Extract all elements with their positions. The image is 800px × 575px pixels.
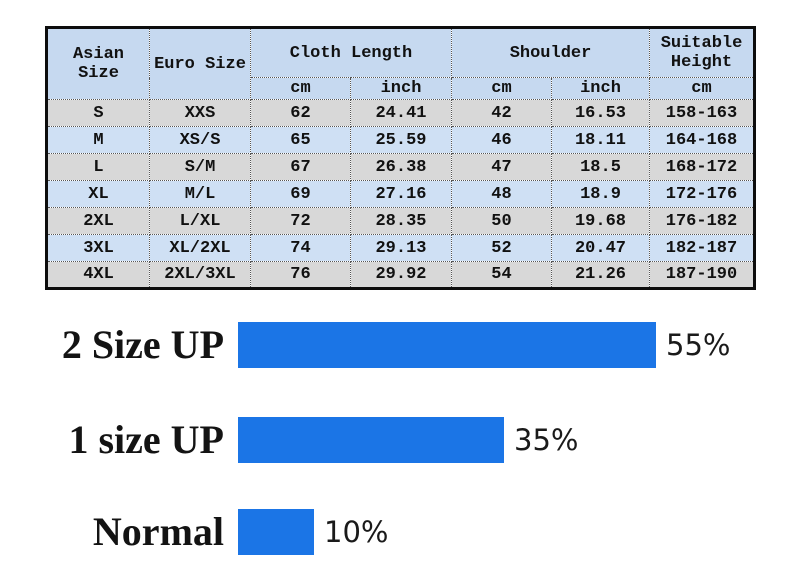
table-cell: M [46, 126, 150, 154]
table-cell: L/XL [149, 207, 251, 235]
table-cell: 168-172 [649, 153, 755, 181]
table-cell: 48 [451, 180, 552, 208]
table-cell: 3XL [46, 234, 150, 262]
bar-value-label: 35% [514, 423, 579, 457]
table-cell: 18.5 [551, 153, 650, 181]
bar-label: 1 size UP [68, 417, 224, 462]
bar-2-size-up [238, 322, 656, 368]
header-cloth-length: Cloth Length [250, 27, 452, 78]
table-cell: 50 [451, 207, 552, 235]
table-cell: 172-176 [649, 180, 755, 208]
table-cell: 26.38 [350, 153, 452, 181]
table-cell: 19.68 [551, 207, 650, 235]
table-cell: 72 [250, 207, 351, 235]
table-cell: 76 [250, 261, 351, 289]
table-cell: 52 [451, 234, 552, 262]
header-shoulder: Shoulder [451, 27, 650, 78]
header-euro-size: Euro Size [149, 27, 251, 100]
table-cell: XXS [149, 99, 251, 127]
chart-row-normal: Normal 10% [0, 509, 388, 555]
table-cell: 187-190 [649, 261, 755, 289]
table-cell: 21.26 [551, 261, 650, 289]
table-cell: 46 [451, 126, 552, 154]
table-cell: XL/2XL [149, 234, 251, 262]
table-header-row: Asian Size Euro Size Cloth Length Should… [46, 27, 755, 100]
table-row: S XXS 62 24.41 42 16.53 158-163 [46, 99, 755, 127]
table-cell: 69 [250, 180, 351, 208]
table-row: L S/M 67 26.38 47 18.5 168-172 [46, 153, 755, 181]
table-cell: XL [46, 180, 150, 208]
table-cell: L [46, 153, 150, 181]
table-cell: M/L [149, 180, 251, 208]
table-row: M XS/S 65 25.59 46 18.11 164-168 [46, 126, 755, 154]
bar-value-label: 10% [324, 515, 389, 549]
chart-row-1-size-up: 1 size UP 35% [0, 417, 578, 463]
table-cell: 67 [250, 153, 351, 181]
unit-height-cm: cm [649, 77, 755, 100]
bar-label: Normal [92, 509, 224, 554]
table-cell: 182-187 [649, 234, 755, 262]
table-cell: 42 [451, 99, 552, 127]
unit-cloth-cm: cm [250, 77, 351, 100]
header-suitable-height: Suitable Height [649, 27, 755, 78]
table-cell: 4XL [46, 261, 150, 289]
size-table: Asian Size Euro Size Cloth Length Should… [45, 26, 756, 290]
table-cell: S [46, 99, 150, 127]
table-cell: 20.47 [551, 234, 650, 262]
table-cell: 29.13 [350, 234, 452, 262]
bar-1-size-up [238, 417, 504, 463]
table-row: 2XL L/XL 72 28.35 50 19.68 176-182 [46, 207, 755, 235]
table-cell: XS/S [149, 126, 251, 154]
table-cell: 54 [451, 261, 552, 289]
table-row: 4XL 2XL/3XL 76 29.92 54 21.26 187-190 [46, 261, 755, 289]
table-cell: 28.35 [350, 207, 452, 235]
bar-value-label: 55% [666, 328, 731, 362]
table-cell: 18.11 [551, 126, 650, 154]
table-cell: 74 [250, 234, 351, 262]
bar-label: 2 Size UP [61, 322, 224, 367]
table-cell: 2XL/3XL [149, 261, 251, 289]
header-asian-size: Asian Size [46, 27, 150, 100]
table-cell: 176-182 [649, 207, 755, 235]
table-cell: 47 [451, 153, 552, 181]
table-units-row: cm inch cm inch cm [47, 77, 755, 100]
table-cell: S/M [149, 153, 251, 181]
bar-normal [238, 509, 314, 555]
unit-shoulder-inch: inch [551, 77, 650, 100]
table-cell: 18.9 [551, 180, 650, 208]
unit-cloth-inch: inch [350, 77, 452, 100]
table-cell: 2XL [46, 207, 150, 235]
table-cell: 62 [250, 99, 351, 127]
table-cell: 158-163 [649, 99, 755, 127]
table-cell: 65 [250, 126, 351, 154]
table-cell: 16.53 [551, 99, 650, 127]
table-cell: 164-168 [649, 126, 755, 154]
chart-row-2-size-up: 2 Size UP 55% [0, 322, 730, 368]
table-cell: 25.59 [350, 126, 452, 154]
table-cell: 24.41 [350, 99, 452, 127]
table-row: XL M/L 69 27.16 48 18.9 172-176 [46, 180, 755, 208]
table-cell: 29.92 [350, 261, 452, 289]
table-row: 3XL XL/2XL 74 29.13 52 20.47 182-187 [46, 234, 755, 262]
table-cell: 27.16 [350, 180, 452, 208]
unit-shoulder-cm: cm [451, 77, 552, 100]
